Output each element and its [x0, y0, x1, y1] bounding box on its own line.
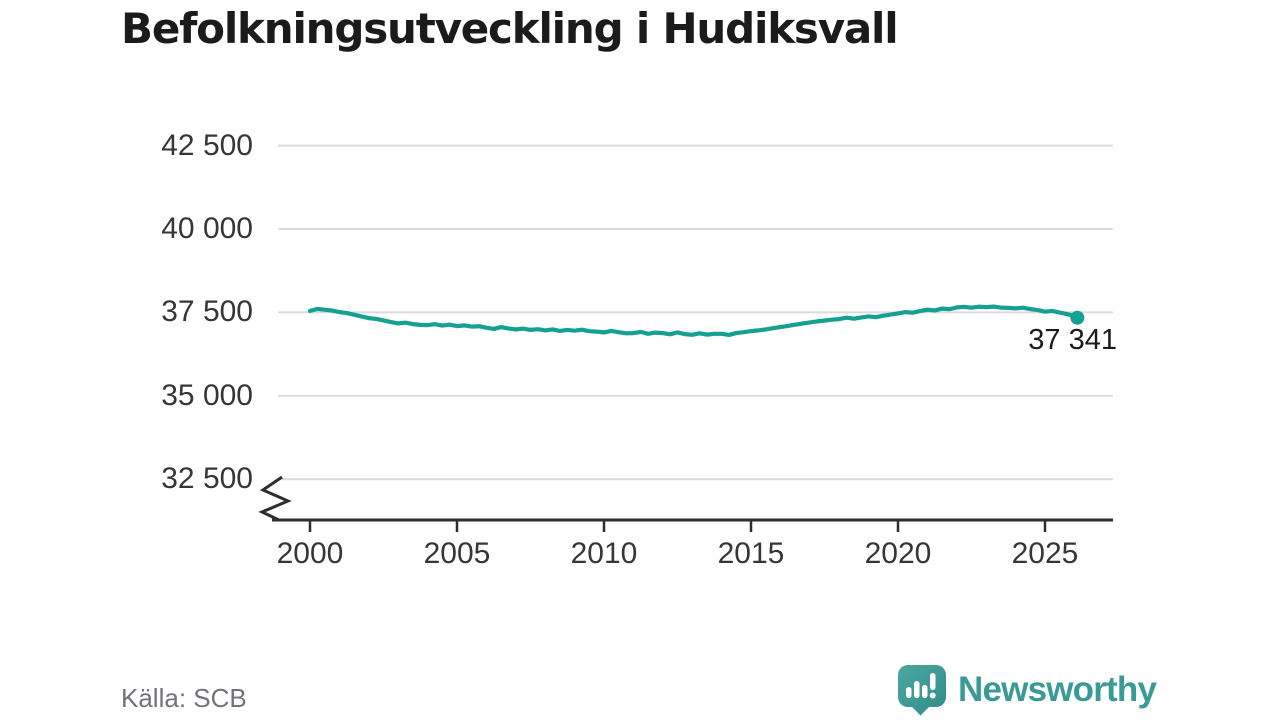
x-tick-label: 2000 — [276, 537, 344, 570]
population-line — [307, 304, 1080, 337]
x-tick-label: 2005 — [423, 537, 491, 570]
brand-name: Newsworthy — [958, 670, 1157, 709]
source-label: Källa: SCB — [121, 683, 247, 713]
x-tick-label: 2010 — [570, 537, 638, 570]
last-point-marker — [1070, 310, 1085, 325]
x-tick-label: 2015 — [717, 537, 785, 570]
newsworthy-speech-bubble-bar-chart-icon — [898, 665, 946, 716]
brand-logo: Newsworthy — [897, 664, 1157, 716]
y-tick-label: 37 500 — [161, 295, 253, 329]
chart-title: Befolkningsutveckling i Hudiksvall — [121, 4, 899, 53]
y-tick-label: 42 500 — [161, 128, 253, 162]
y-axis-break-icon — [258, 475, 292, 522]
last-value-label: 37 341 — [1028, 324, 1117, 356]
x-tick-label: 2020 — [864, 537, 932, 570]
y-tick-label: 35 000 — [161, 378, 253, 412]
x-tick-label: 2025 — [1011, 537, 1079, 570]
y-tick-label: 40 000 — [161, 212, 253, 245]
y-tick-label: 32 500 — [161, 462, 253, 496]
